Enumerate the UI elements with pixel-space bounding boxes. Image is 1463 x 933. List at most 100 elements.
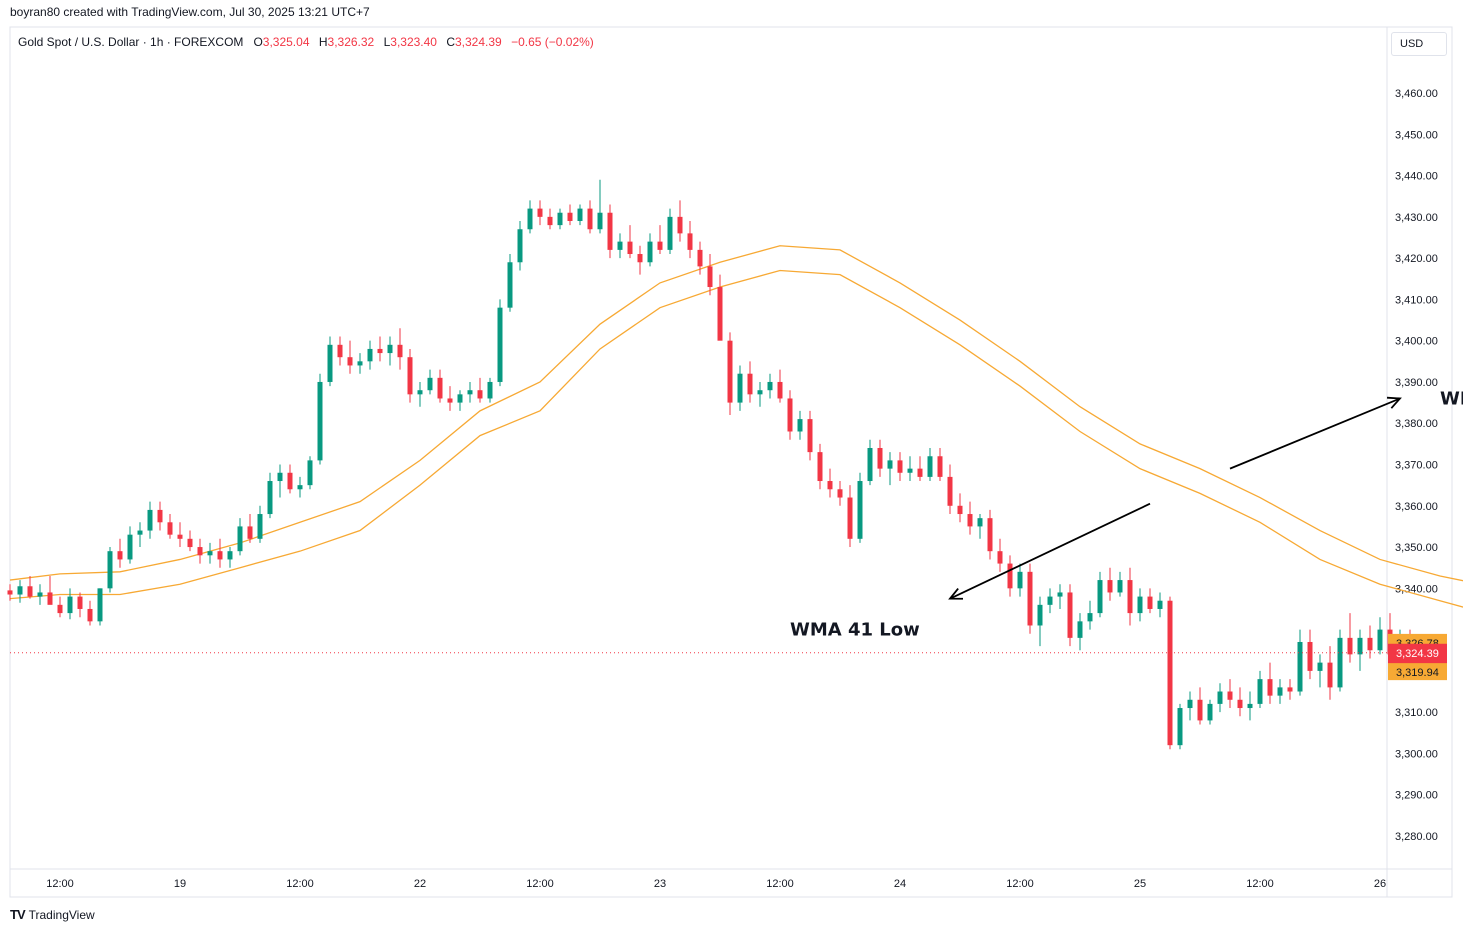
symbol-title[interactable]: Gold Spot / U.S. Dollar · 1h · FOREXCOM <box>18 35 244 49</box>
candle[interactable] <box>1197 687 1203 725</box>
candle[interactable] <box>397 328 403 370</box>
candle[interactable] <box>1147 588 1153 614</box>
candle[interactable] <box>187 530 193 552</box>
candle[interactable] <box>277 464 283 498</box>
candle[interactable] <box>1327 646 1333 700</box>
candle[interactable] <box>67 588 73 620</box>
candle[interactable] <box>17 580 23 603</box>
candle[interactable] <box>1067 584 1073 647</box>
candle[interactable] <box>237 518 243 556</box>
candle[interactable] <box>757 381 763 407</box>
candle[interactable] <box>1087 600 1093 630</box>
candle[interactable] <box>1317 654 1323 688</box>
candle[interactable] <box>547 208 553 230</box>
candle[interactable] <box>227 547 233 568</box>
candle[interactable] <box>217 538 223 568</box>
candle[interactable] <box>647 233 653 267</box>
candle[interactable] <box>27 575 33 599</box>
candle[interactable] <box>727 332 733 415</box>
candle[interactable] <box>1057 584 1063 609</box>
candle[interactable] <box>697 241 703 275</box>
candle[interactable] <box>1007 555 1013 597</box>
candle[interactable] <box>207 542 213 564</box>
candle[interactable] <box>1357 629 1363 671</box>
candle[interactable] <box>927 448 933 482</box>
candle[interactable] <box>297 476 303 498</box>
candle[interactable] <box>1097 571 1103 618</box>
candle[interactable] <box>917 456 923 482</box>
candle[interactable] <box>167 514 173 539</box>
candle[interactable] <box>197 538 203 564</box>
candle[interactable] <box>897 452 903 482</box>
candle[interactable] <box>337 336 343 366</box>
candle[interactable] <box>317 373 323 465</box>
candle[interactable] <box>617 233 623 259</box>
candle[interactable] <box>937 448 943 482</box>
candle[interactable] <box>467 381 473 403</box>
candle[interactable] <box>867 439 873 486</box>
candle[interactable] <box>127 526 133 564</box>
candle[interactable] <box>457 390 463 411</box>
candle[interactable] <box>827 468 833 498</box>
candle[interactable] <box>707 254 713 296</box>
candle[interactable] <box>507 254 513 312</box>
candle[interactable] <box>597 179 603 234</box>
candle[interactable] <box>957 493 963 523</box>
candle[interactable] <box>1237 687 1243 717</box>
candle[interactable] <box>377 336 383 362</box>
candle[interactable] <box>737 365 743 411</box>
candle[interactable] <box>487 377 493 403</box>
candle[interactable] <box>607 204 613 259</box>
candle[interactable] <box>557 208 563 230</box>
candle[interactable] <box>357 353 363 374</box>
candle[interactable] <box>1137 588 1143 622</box>
candle[interactable] <box>497 299 503 387</box>
candle[interactable] <box>857 472 863 543</box>
candle[interactable] <box>1247 691 1253 721</box>
candle[interactable] <box>1167 596 1173 750</box>
candle[interactable] <box>637 245 643 275</box>
candle[interactable] <box>1157 592 1163 618</box>
candle[interactable] <box>7 584 13 601</box>
candle[interactable] <box>97 588 103 626</box>
candle[interactable] <box>47 575 53 605</box>
candle[interactable] <box>517 220 523 271</box>
candle[interactable] <box>1337 629 1343 692</box>
tradingview-brand[interactable]: TV TradingView <box>10 907 95 922</box>
candle[interactable] <box>1257 670 1263 709</box>
candle[interactable] <box>387 336 393 366</box>
candle[interactable] <box>1297 629 1303 696</box>
candle[interactable] <box>87 600 93 626</box>
candle[interactable] <box>1117 571 1123 597</box>
candle[interactable] <box>447 386 453 411</box>
candle[interactable] <box>417 381 423 407</box>
candle[interactable] <box>1037 596 1043 647</box>
candle[interactable] <box>57 596 63 618</box>
candle[interactable] <box>427 369 433 395</box>
candle[interactable] <box>977 514 983 539</box>
candle[interactable] <box>997 538 1003 572</box>
candle[interactable] <box>157 501 163 531</box>
candle[interactable] <box>1267 662 1273 704</box>
candle[interactable] <box>837 481 843 506</box>
candle[interactable] <box>407 348 413 403</box>
candle[interactable] <box>267 472 273 519</box>
candle[interactable] <box>1227 679 1233 709</box>
candle[interactable] <box>907 456 913 482</box>
candle[interactable] <box>1347 613 1353 663</box>
candle[interactable] <box>687 220 693 259</box>
currency-button[interactable]: USD <box>1391 32 1447 56</box>
candle[interactable] <box>147 501 153 539</box>
candle[interactable] <box>767 373 773 399</box>
candle[interactable] <box>987 509 993 560</box>
candle[interactable] <box>437 369 443 403</box>
candle[interactable] <box>777 369 783 403</box>
candle[interactable] <box>577 204 583 226</box>
candle[interactable] <box>247 514 253 543</box>
candle[interactable] <box>947 464 953 515</box>
candle[interactable] <box>1177 703 1183 750</box>
candle[interactable] <box>1307 629 1313 680</box>
candle[interactable] <box>137 522 143 548</box>
candle[interactable] <box>287 464 293 494</box>
